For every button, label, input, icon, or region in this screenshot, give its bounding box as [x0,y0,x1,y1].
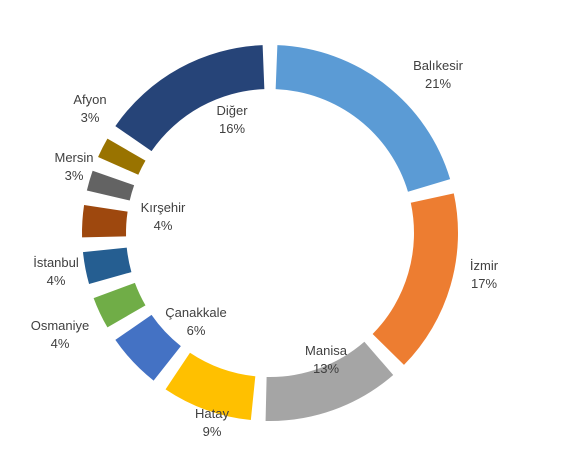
category-label-afyon: Afyon [73,92,106,107]
value-label-diger: 16% [219,121,245,136]
value-label-mersin: 3% [65,168,84,183]
category-label-manisa: Manisa [305,343,348,358]
slice-kirsehir [82,205,128,238]
value-label-balikesir: 21% [425,76,451,91]
category-label-i-stanbul: İstanbul [33,255,79,270]
value-label-afyon: 3% [81,110,100,125]
slice-i-zmir [372,193,458,365]
category-label-osmaniye: Osmaniye [31,318,90,333]
slice-afyon [98,138,146,175]
category-label-i-zmir: İzmir [470,258,499,273]
slice-mersin [86,170,135,201]
value-label-canakkale: 6% [187,323,206,338]
category-label-canakkale: Çanakkale [165,305,226,320]
slice-manisa [265,341,394,421]
category-label-hatay: Hatay [195,406,229,421]
donut-slices [82,45,458,421]
category-label-kirsehir: Kırşehir [141,200,186,215]
value-label-kirsehir: 4% [154,218,173,233]
value-label-i-stanbul: 4% [47,273,66,288]
category-label-mersin: Mersin [54,150,93,165]
category-label-balikesir: Balıkesir [413,58,464,73]
slice-balikesir [275,45,451,192]
data-labels: Balıkesir 21% İzmir 17% Manisa 13% Hatay 9% Çana… [31,58,499,439]
slice-osmaniye [93,282,146,328]
value-label-manisa: 13% [313,361,339,376]
slice-hatay [165,352,256,421]
slice-diger [115,45,265,152]
value-label-hatay: 9% [203,424,222,439]
category-label-diger: Diğer [216,103,248,118]
value-label-i-zmir: 17% [471,276,497,291]
value-label-osmaniye: 4% [51,336,70,351]
slice-canakkale [115,314,181,381]
slice-i-stanbul [82,247,132,285]
